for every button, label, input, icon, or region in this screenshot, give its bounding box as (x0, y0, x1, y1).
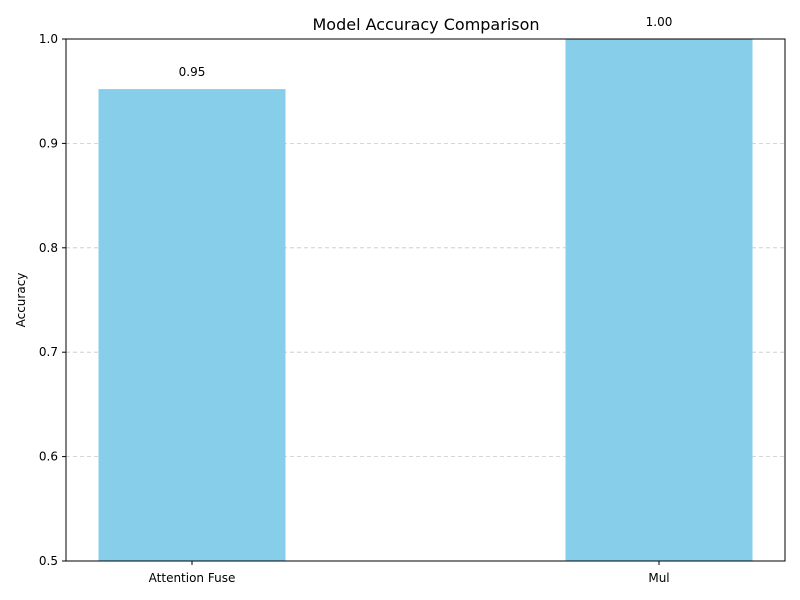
x-tick-label: Attention Fuse (149, 571, 236, 585)
bar-value-label: 0.95 (179, 65, 206, 79)
plot-frame (65, 38, 786, 562)
y-tick-label: 0.5 (39, 554, 58, 568)
y-tick-label: 0.6 (39, 450, 58, 464)
x-tick-label: Mul (648, 571, 669, 585)
chart-title: Model Accuracy Comparison (312, 15, 539, 34)
y-tick-label: 0.7 (39, 345, 58, 359)
bar-mul (565, 39, 753, 561)
y-axis-ticks: 0.5 0.6 0.7 0.8 0.9 1.0 (39, 32, 66, 568)
bar-value-label: 1.00 (646, 15, 673, 29)
y-axis-label: Accuracy (14, 273, 28, 328)
bars (98, 39, 753, 561)
y-tick-label: 1.0 (39, 32, 58, 46)
data-labels: 0.95 1.00 (179, 15, 673, 79)
y-tick-label: 0.9 (39, 136, 58, 150)
y-tick-label: 0.8 (39, 241, 58, 255)
bar-attention-fuse (98, 89, 286, 561)
x-axis-ticks: Attention Fuse Mul (149, 561, 670, 585)
